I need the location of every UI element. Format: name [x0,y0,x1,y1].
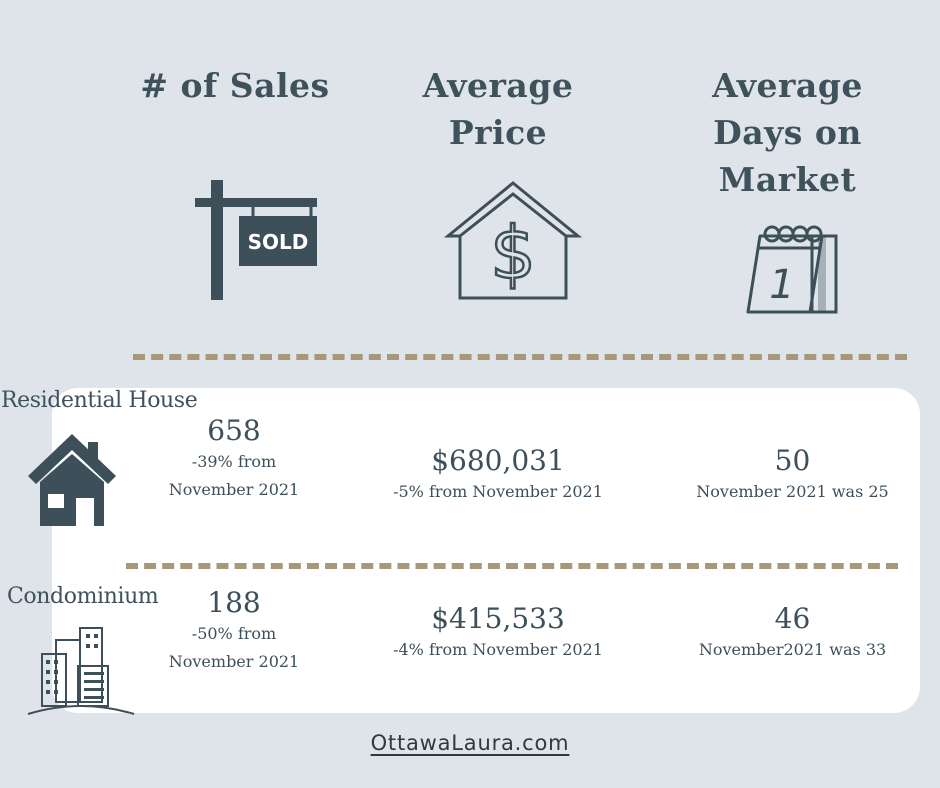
condo-sales: 188 -50% from November 2021 [150,586,318,676]
header-days: Average Days on Market [680,62,895,203]
sold-sign-text: SOLD [248,230,309,254]
condo-price: $415,533 -4% from November 2021 [368,602,628,664]
row-label-residential: Residential House [1,388,198,413]
residential-sales-change-1: -39% from [191,452,277,471]
calendar-day: 1 [769,262,794,308]
stats-card [52,388,920,713]
header-sales-line: # of Sales [140,66,330,105]
residential-days-value: 50 [774,444,811,477]
house-dollar-icon: $ [444,181,582,300]
calendar-icon: 1 [746,225,838,314]
condo-days-change: November2021 was 33 [698,640,887,659]
residential-sales: 658 -39% from November 2021 [150,414,318,504]
row-label-condo: Condominium [7,584,159,609]
condo-days: 46 November2021 was 33 [680,602,905,664]
footer-website-link[interactable]: OttawaLaura.com [370,731,570,755]
house-icon [28,434,116,526]
condo-price-change: -4% from November 2021 [393,640,603,659]
divider-top [133,354,907,360]
residential-price-value: $680,031 [431,444,565,477]
header-sales: # of Sales [115,62,355,109]
divider-middle [126,563,898,569]
condo-sales-change-2: November 2021 [168,652,300,671]
condo-sales-change-1: -50% from [191,624,277,643]
residential-days: 50 November 2021 was 25 [680,444,905,506]
buildings-icon [27,627,135,715]
condo-days-value: 46 [774,602,811,635]
residential-sales-value: 658 [207,414,261,447]
condo-price-value: $415,533 [431,602,565,635]
residential-days-change: November 2021 was 25 [696,482,889,501]
residential-price-change: -5% from November 2021 [393,482,603,501]
header-days-line-1: Average [712,66,863,105]
header-days-line-3: Market [718,160,857,199]
header-price-line-2: Price [448,113,548,152]
sold-sign-icon: SOLD [195,180,317,300]
header-price-line-1: Average [422,66,574,105]
svg-text:$: $ [490,211,536,295]
header-days-line-2: Days on [713,113,862,152]
header-price: Average Price [388,62,608,156]
residential-price: $680,031 -5% from November 2021 [368,444,628,506]
condo-sales-value: 188 [207,586,261,619]
residential-sales-change-2: November 2021 [168,480,300,499]
